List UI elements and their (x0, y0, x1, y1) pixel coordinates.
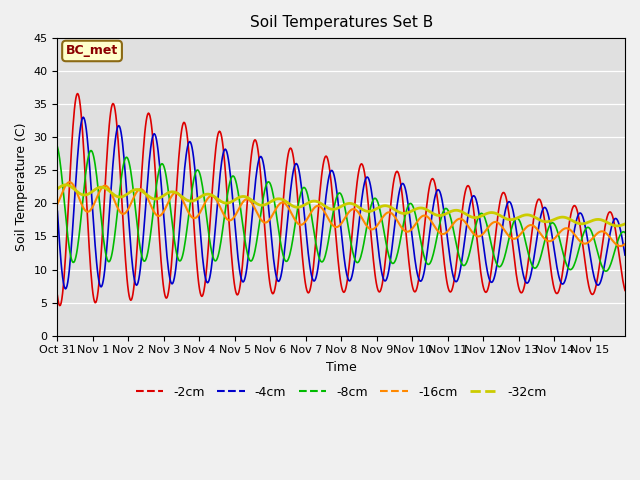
Title: Soil Temperatures Set B: Soil Temperatures Set B (250, 15, 433, 30)
Text: BC_met: BC_met (66, 45, 118, 58)
Y-axis label: Soil Temperature (C): Soil Temperature (C) (15, 122, 28, 251)
Legend: -2cm, -4cm, -8cm, -16cm, -32cm: -2cm, -4cm, -8cm, -16cm, -32cm (131, 381, 552, 404)
X-axis label: Time: Time (326, 361, 356, 374)
